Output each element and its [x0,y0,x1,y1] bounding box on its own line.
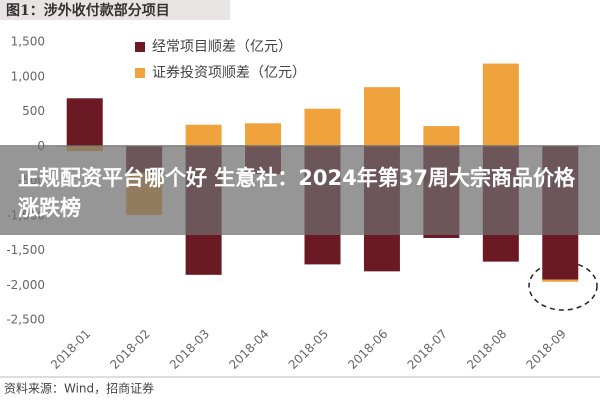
legend-swatch [135,68,145,78]
legend-swatch [135,42,145,52]
x-tick-label: 2018-09 [524,327,569,372]
bar [245,123,282,147]
y-tick-label: 1,000 [11,69,45,83]
bar [304,108,341,147]
bar [482,63,519,147]
y-tick-label: -1,500 [6,243,45,257]
y-tick-label: 1,500 [11,35,45,49]
x-tick-label: 2018-01 [48,327,93,372]
bar [363,87,400,147]
overlay-banner: 正规配资平台哪个好 生意社：2024年第37周大宗商品价格涨跌榜 [0,145,600,235]
x-tick-label: 2018-04 [226,327,271,372]
x-tick-label: 2018-06 [345,327,390,372]
bar [66,98,103,147]
overlay-text: 正规配资平台哪个好 生意社：2024年第37周大宗商品价格涨跌榜 [18,166,575,220]
x-tick-label: 2018-08 [464,327,509,372]
legend-label: 经常项目顺差（亿元） [152,39,292,55]
x-tick-label: 2018-03 [167,327,212,372]
bar [185,124,222,147]
x-tick-label: 2018-02 [107,327,152,372]
source: 资料来源：Wind，招商证券 [4,381,154,396]
title-box [0,0,230,20]
bar [423,126,460,147]
x-tick-label: 2018-07 [405,327,450,372]
bar [542,279,579,282]
y-tick-label: -2,500 [6,313,45,327]
x-tick-label: 2018-05 [286,327,331,372]
y-tick-label: 500 [22,104,45,118]
y-tick-label: -2,000 [6,278,45,292]
legend-label: 证券投资项顺差（亿元） [152,65,306,81]
chart-title: 图1：涉外收付款部分项目 [6,2,170,19]
